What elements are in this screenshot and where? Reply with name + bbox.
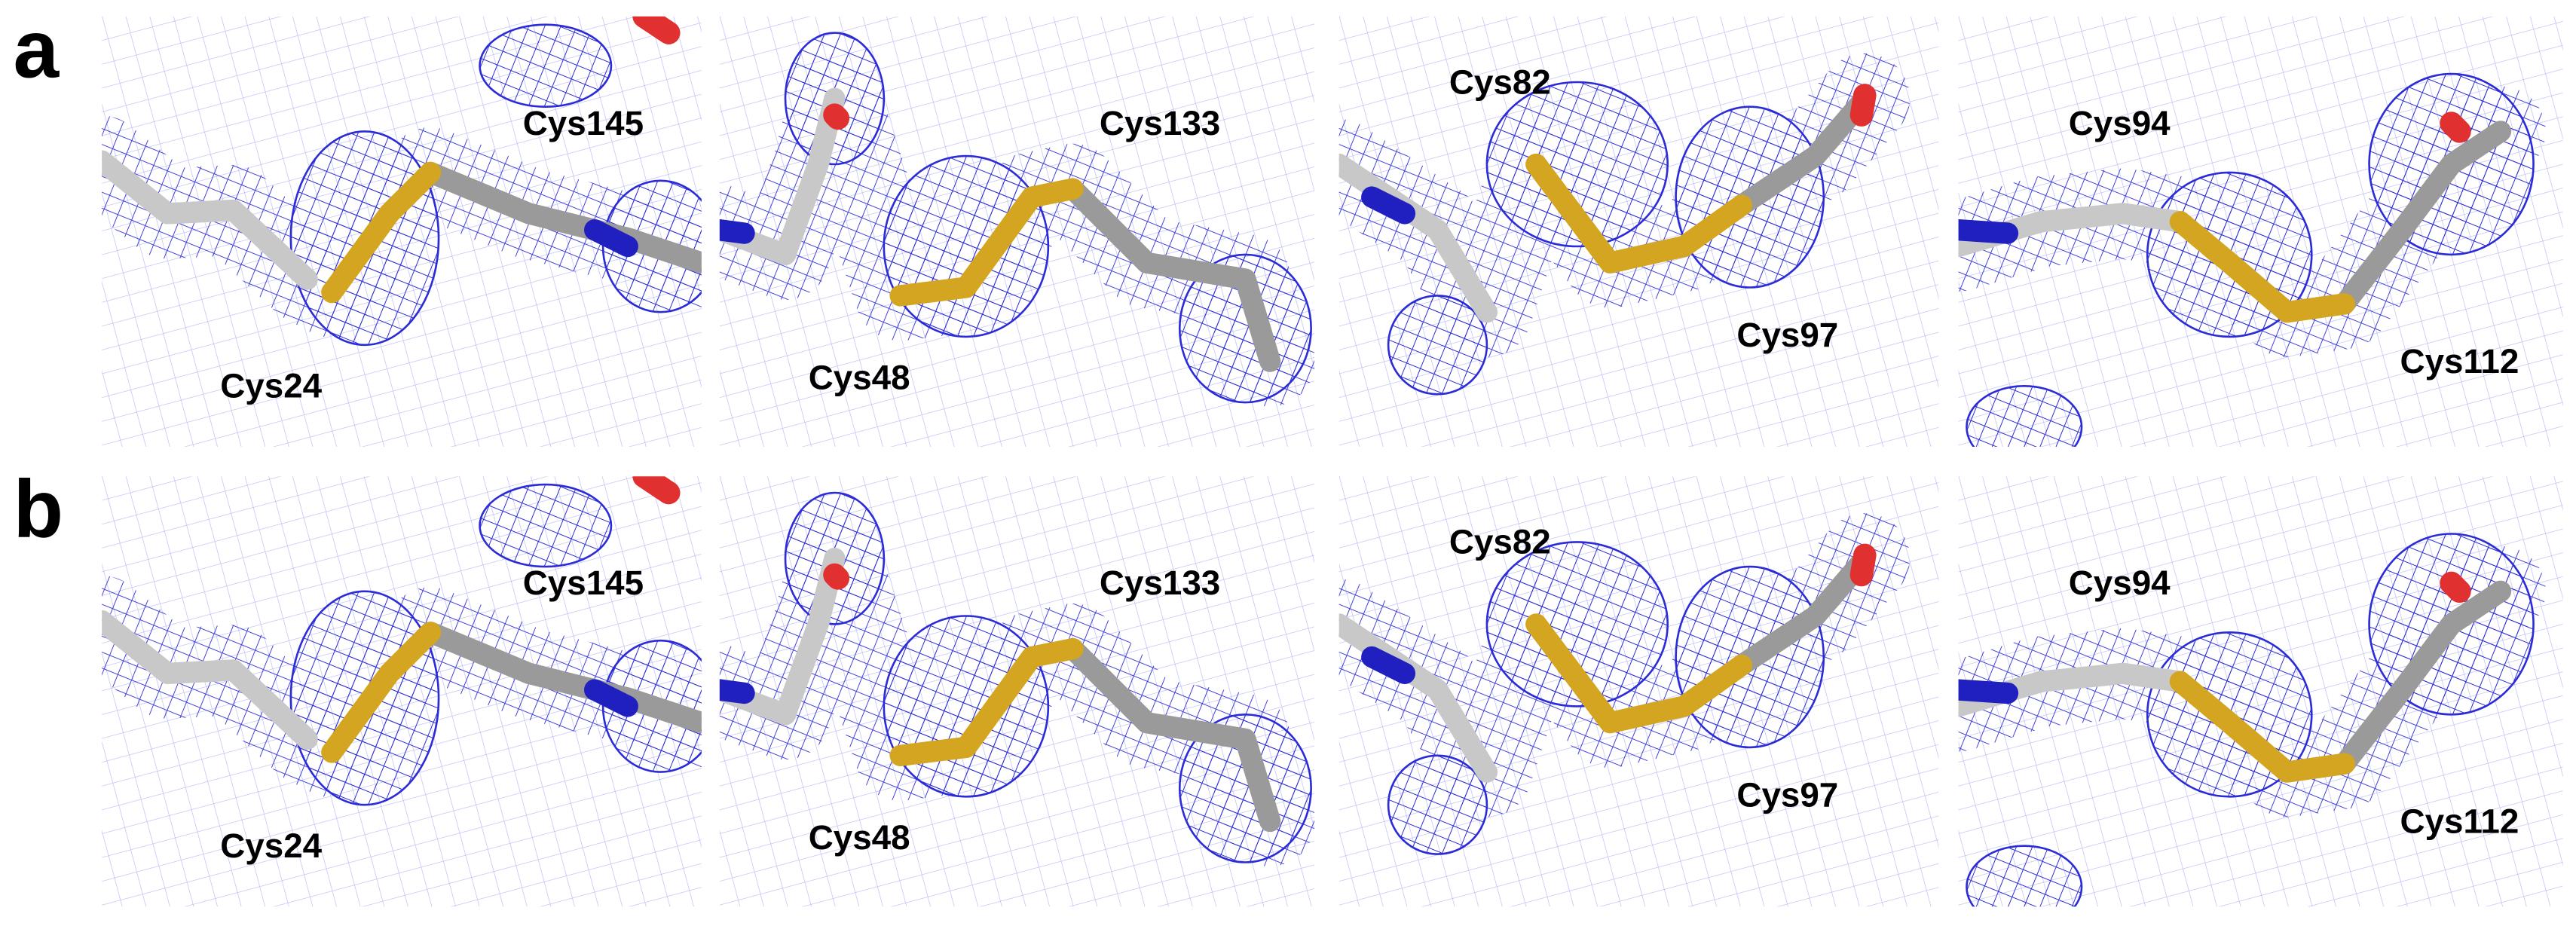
density-mesh [1966,845,2083,907]
stick-grey [1730,87,1876,216]
stick-oxygen [823,563,850,590]
stick-oxygen [2440,112,2471,143]
stick-grey [1062,178,1281,372]
residue-label: Cys48 [809,359,910,397]
density-panel [1338,476,1939,907]
stick-grey [2333,121,2512,315]
stick-sulfur [321,161,442,304]
stick-nitrogen [1958,219,2019,244]
stick-sulfur [889,637,1084,766]
stick-oxygen [632,476,681,505]
stick-nitrogen [1958,679,2019,704]
row-label: b [13,463,63,555]
stick-grey [1338,613,1498,783]
stick-grey [1338,153,1498,323]
row-label: a [13,3,60,95]
density-panel [719,16,1315,447]
stick-sulfur [2169,671,2356,783]
stick-grey [2333,580,2512,775]
stick-oxygen [823,103,850,130]
density-panel [102,476,702,907]
stick-nitrogen [1361,186,1416,225]
residue-label: Cys145 [523,104,644,142]
density-panel [1958,16,2563,447]
residue-label: Cys94 [2069,104,2171,142]
stick-grey [1730,548,1876,677]
residue-label: Cys112 [2400,802,2519,840]
stick-sulfur [2169,211,2356,323]
stick-grey [719,87,846,266]
residue-label: Cys112 [2400,342,2519,380]
stick-nitrogen [583,219,638,258]
residue-label: Cys133 [1100,104,1220,142]
residue-label: Cys97 [1736,316,1838,354]
residue-label: Cys97 [1736,775,1838,814]
residue-label: Cys82 [1449,523,1551,561]
stick-grey [419,161,702,274]
stick-oxygen [632,16,681,44]
residue-label: Cys24 [220,367,322,405]
residue-label: Cys133 [1100,564,1220,602]
stage: a Cys145 Cys24 Cys133 Cys48 Cys82 Cys97 Cys94 Cy… [13,3,2563,907]
stick-sulfur [1525,153,1752,274]
stick-sulfur [321,622,442,763]
density-mesh [479,23,613,108]
residue-label: Cys82 [1449,63,1551,101]
stick-nitrogen [583,679,638,717]
stick-nitrogen [719,679,755,704]
stick-grey [419,622,702,734]
density-panel [719,476,1315,907]
density-panel [1338,16,1939,447]
density-panel [1958,476,2563,907]
density-panel [102,16,702,447]
residue-label: Cys24 [220,827,322,865]
stick-grey [719,548,846,726]
stick-grey [102,150,318,290]
stick-oxygen [2440,571,2471,604]
residue-label: Cys48 [809,818,910,857]
stick-grey [102,610,318,750]
stick-oxygen [1849,84,1877,127]
stick-nitrogen [719,219,755,244]
stick-nitrogen [1361,646,1416,684]
stick-sulfur [889,178,1084,307]
stick-grey [1062,637,1281,833]
stick-sulfur [1525,613,1752,734]
residue-label: Cys94 [2069,564,2171,602]
stick-oxygen [1849,543,1877,587]
density-mesh [1966,385,2083,447]
density-mesh [479,483,613,568]
residue-label: Cys145 [523,564,644,602]
